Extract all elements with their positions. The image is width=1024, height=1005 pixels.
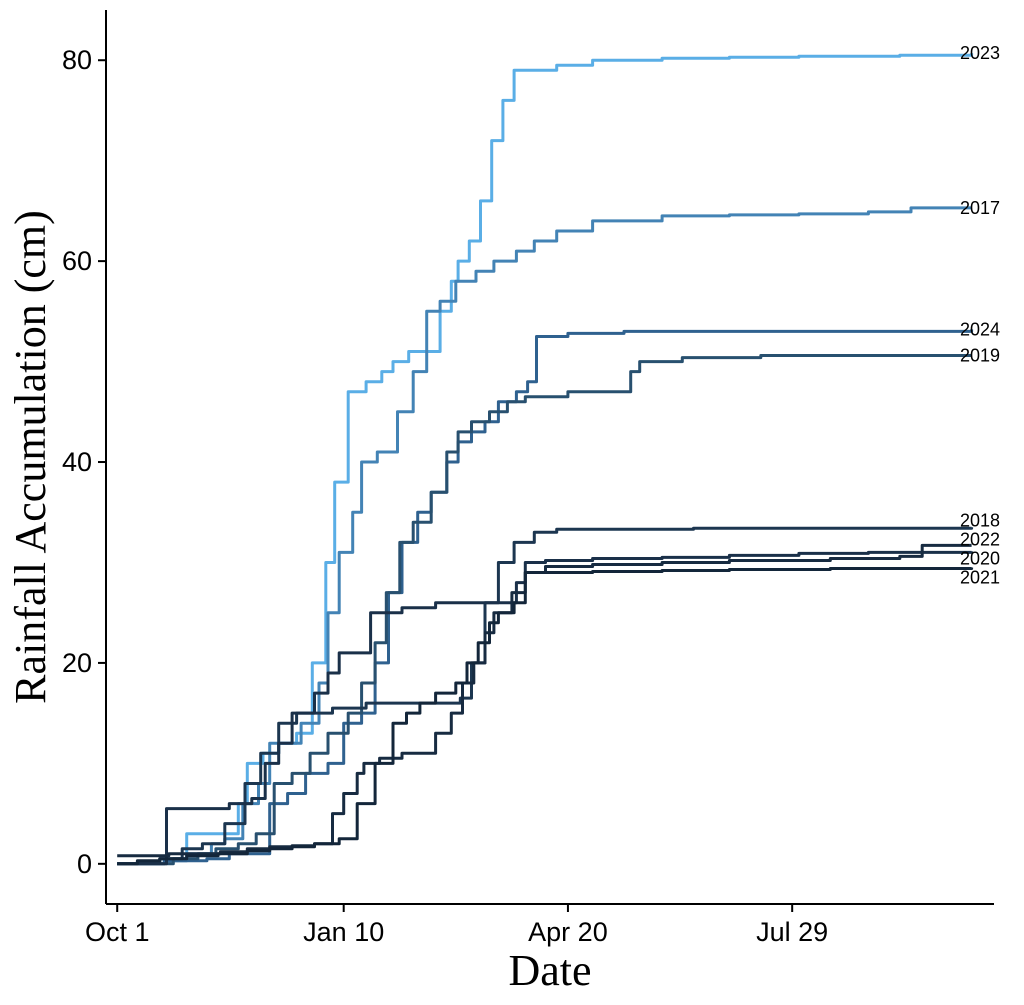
- series-label-2022: 2022: [960, 529, 1000, 549]
- series-line-2024: [117, 329, 974, 866]
- y-tick-label: 40: [62, 447, 92, 477]
- x-axis-title: Date: [508, 946, 591, 995]
- axes-layer: [105, 10, 994, 905]
- series-label-2019: 2019: [960, 346, 1000, 366]
- series-label-2020: 2020: [960, 548, 1000, 568]
- y-tick-label: 0: [77, 849, 92, 879]
- series-line-2017: [117, 206, 972, 866]
- series-line-2021: [117, 567, 974, 866]
- series-line-2018: [117, 526, 974, 866]
- series-layer: [117, 53, 974, 866]
- x-tick-label: Jan 10: [303, 917, 384, 947]
- series-label-2017: 2017: [960, 198, 1000, 218]
- series-label-2024: 2024: [960, 319, 1000, 339]
- series-line-2019: [117, 354, 972, 866]
- series-label-2023: 2023: [960, 43, 1000, 63]
- x-tick-label: Oct 1: [85, 917, 150, 947]
- y-tick-label: 20: [62, 648, 92, 678]
- y-tick-label: 60: [62, 246, 92, 276]
- x-tick-label: Jul 29: [756, 917, 828, 947]
- x-tick-label: Apr 20: [528, 917, 608, 947]
- y-tick-label: 80: [62, 45, 92, 75]
- y-axis-title: Rainfall Accumulation (cm): [6, 210, 55, 704]
- series-line-2022: [117, 550, 974, 866]
- series-label-2018: 2018: [960, 510, 1000, 530]
- ticks-layer: Oct 1 Jan 10 Apr 20 Jul 29 0 20 40 60 80: [62, 45, 828, 947]
- series-line-2023: [117, 53, 974, 866]
- series-label-2021: 2021: [960, 568, 1000, 588]
